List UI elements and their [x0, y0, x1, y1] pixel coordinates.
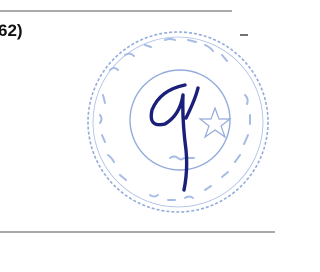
reference: 62) — [0, 21, 23, 40]
page: 62) (() => { const data = JSON.parse(doc… — [0, 0, 300, 272]
stamp-star — [200, 108, 230, 137]
stamp-outer-ring-inner — [93, 37, 263, 207]
stamp — [88, 32, 268, 212]
document-crop: 62) — [0, 0, 300, 272]
stamp-outer-ring — [88, 32, 268, 212]
signature — [151, 85, 198, 190]
